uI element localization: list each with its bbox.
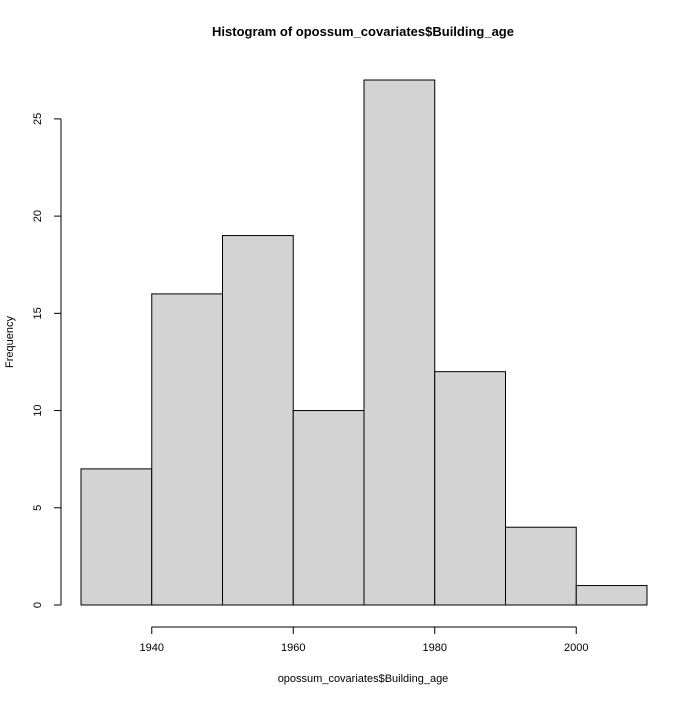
y-tick-label-15: 15 — [32, 307, 44, 319]
x-axis-label: opossum_covariates$Building_age — [278, 673, 449, 685]
y-tick-label-20: 20 — [32, 210, 44, 222]
y-axis: 0 5 10 15 20 25 — [32, 113, 62, 608]
x-tick-label-1980: 1980 — [423, 642, 447, 654]
x-tick-label-1960: 1960 — [281, 642, 305, 654]
bars-group — [80, 79, 648, 606]
histogram-bar-1980-1990 — [434, 371, 506, 606]
histogram-bar-1990-2000 — [505, 526, 577, 606]
y-tick-label-0: 0 — [32, 602, 44, 608]
histogram-bar-1940-1950 — [151, 293, 223, 606]
y-tick-label-5: 5 — [32, 505, 44, 511]
histogram-bar-1930-1940 — [80, 468, 153, 606]
histogram-bar-1970-1980 — [363, 79, 436, 606]
x-axis: 1940 1960 1980 2000 — [140, 626, 588, 654]
histogram-bar-1950-1960 — [222, 235, 294, 606]
y-tick-label-10: 10 — [32, 404, 44, 416]
y-tick-label-25: 25 — [32, 113, 44, 125]
x-tick-label-2000: 2000 — [564, 642, 588, 654]
histogram-bar-2000-2010 — [575, 585, 648, 606]
x-tick-label-1940: 1940 — [140, 642, 164, 654]
chart-title: Histogram of opossum_covariates$Building… — [212, 24, 514, 39]
y-axis-label: Frequency — [4, 316, 16, 368]
histogram-bar-1960-1970 — [292, 410, 365, 606]
